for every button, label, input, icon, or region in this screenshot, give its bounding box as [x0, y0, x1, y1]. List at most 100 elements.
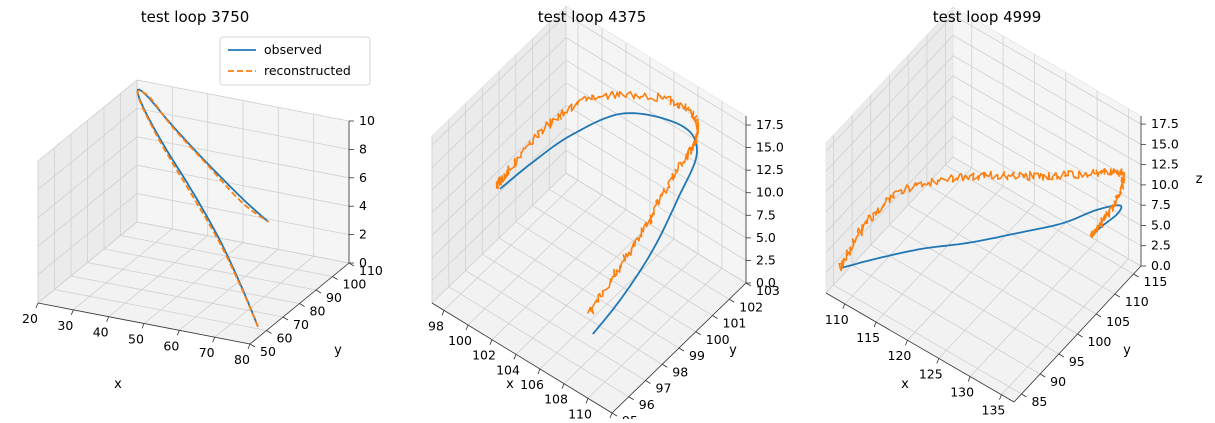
x-tick [70, 309, 74, 315]
series-observed-line [136, 88, 270, 328]
z-tick-label: 15.0 [1151, 136, 1179, 151]
x-tick [441, 310, 445, 316]
z-tick-label: 0 [359, 255, 367, 270]
x-tick [873, 321, 877, 328]
y-tick-label: 85 [1031, 394, 1047, 409]
y-tick [299, 303, 305, 307]
y-tick-label: 95 [622, 413, 638, 419]
y-tick [348, 262, 355, 267]
x-tick-label: 102 [472, 348, 496, 363]
x-tick [609, 412, 613, 419]
y-tick-label: 110 [359, 263, 383, 278]
x-tick-label: 120 [888, 348, 912, 363]
z-gridline [825, 156, 1142, 294]
series-reconstructed-line [136, 89, 269, 328]
y-tick-label: 98 [672, 364, 688, 379]
subplot-2: 9810010210410610811011295969798991001011… [428, 5, 784, 423]
chart-title: test loop 4375 [538, 8, 647, 26]
y-tick-label: 70 [293, 317, 309, 332]
x-tick-label: 70 [199, 345, 215, 360]
y-tick [315, 289, 322, 294]
y-tick [1039, 373, 1046, 378]
x-axis-label: x [114, 377, 122, 392]
x-tick [537, 368, 541, 375]
z-tick-label: 17.5 [756, 117, 784, 132]
y-tick [1133, 273, 1139, 278]
y-tick [628, 396, 634, 401]
y-tick-label: 96 [639, 397, 655, 412]
x-tick [585, 398, 589, 404]
x-tick [489, 339, 493, 345]
x-tick [999, 394, 1002, 400]
z-gridline [37, 164, 350, 247]
x-tick-label: 98 [428, 318, 444, 333]
y-tick-label: 103 [756, 283, 780, 298]
x-tick [35, 302, 39, 309]
x-tick-label: 115 [856, 330, 880, 345]
z-gridline [431, 127, 747, 259]
y-tick [729, 298, 735, 303]
z-gridline [37, 136, 350, 219]
legend-label: reconstructed [264, 63, 351, 78]
z-gridline [825, 136, 1142, 273]
legend: observed reconstructed [219, 36, 371, 86]
y-tick-label: 102 [739, 299, 763, 314]
series-reconstructed-line [495, 90, 700, 315]
x-tick [513, 354, 517, 360]
y-tick [1058, 353, 1065, 358]
y-tick-label: 99 [689, 348, 705, 363]
y-tick [645, 380, 651, 384]
x-tick [176, 330, 180, 336]
y-axis-label: y [729, 343, 737, 358]
z-tick-label: 7.5 [1151, 197, 1171, 212]
x-tick-label: 106 [520, 377, 544, 392]
z-tick-label: 5.0 [1151, 217, 1171, 232]
z-tick-label: 4 [359, 198, 367, 213]
z-axis-label: z [1196, 172, 1203, 187]
z-tick-label: 10.0 [1151, 177, 1179, 192]
z-gridline [431, 14, 747, 146]
z-gridline [825, 75, 1142, 213]
x-tick [106, 316, 110, 322]
x-tick-label: 110 [825, 312, 849, 327]
grid [825, 14, 1142, 395]
z-tick-label: 0.0 [756, 275, 776, 290]
y-tick-label: 90 [326, 290, 342, 305]
z-gridline [431, 149, 747, 281]
z-tick-label: 2.5 [756, 252, 776, 267]
x-tick-label: 110 [568, 406, 592, 419]
x-tick-label: 125 [919, 366, 943, 381]
y-tick [266, 330, 272, 334]
y-tick [282, 316, 289, 321]
y-tick [611, 412, 618, 417]
z-gridline [37, 107, 350, 190]
y-tick-label: 60 [277, 331, 293, 346]
y-tick [662, 363, 668, 368]
z-tick-label: 0.0 [1151, 258, 1171, 273]
y-tick-label: 100 [343, 277, 367, 292]
y-tick [1021, 393, 1027, 398]
y-tick [745, 282, 752, 287]
z-tick-label: 6 [359, 170, 367, 185]
x-axis-line [431, 302, 613, 414]
z-gridline [431, 59, 747, 191]
x-tick-label: 108 [544, 392, 568, 407]
z-gridline [825, 14, 1142, 152]
subplot-3: 1101151201251301358590951001051101150.02… [825, 6, 1203, 418]
y-tick-label: 100 [1088, 334, 1112, 349]
x-tick [141, 323, 145, 329]
x-tick [247, 343, 251, 350]
z-gridline [37, 193, 350, 275]
z-tick-label: 12.5 [1151, 157, 1179, 172]
z-gridline [825, 115, 1142, 253]
z-gridline [825, 34, 1142, 172]
grid [431, 6, 747, 414]
y-tick-label: 50 [260, 344, 276, 359]
x-tick [905, 340, 908, 346]
series-reconstructed-line [838, 167, 1126, 272]
x-tick [212, 337, 216, 343]
x-tick-label: 130 [950, 385, 974, 400]
y-tick [1095, 313, 1102, 318]
y-tick [332, 276, 338, 280]
